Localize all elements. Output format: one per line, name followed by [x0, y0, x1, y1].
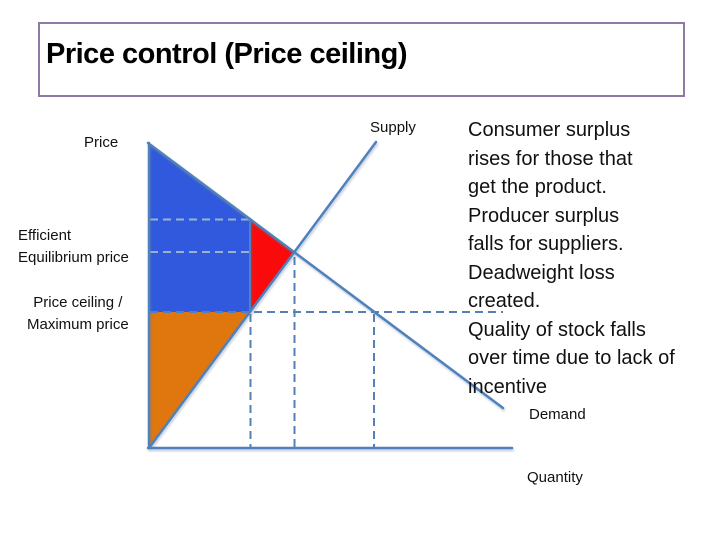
quantity-axis-label: Quantity — [527, 469, 583, 486]
notes-text: Consumer surplus rises for those that ge… — [468, 119, 675, 398]
deadweight-loss-region — [250, 219, 295, 312]
title-box: Price control (Price ceiling) — [38, 22, 685, 97]
price-axis-label: Price — [84, 134, 119, 151]
supply-curve — [147, 140, 378, 450]
price-ceiling-label: Price ceiling / Maximum price — [27, 294, 129, 333]
demand-curve — [146, 141, 505, 410]
slide-title: Price control (Price ceiling) — [46, 38, 408, 70]
consumer-surplus-region — [149, 143, 250, 312]
equilibrium-price-label: Efficient Equilibrium price — [18, 227, 129, 266]
supply-curve-label: Supply — [370, 119, 416, 136]
demand-curve-label: Demand — [529, 406, 586, 423]
